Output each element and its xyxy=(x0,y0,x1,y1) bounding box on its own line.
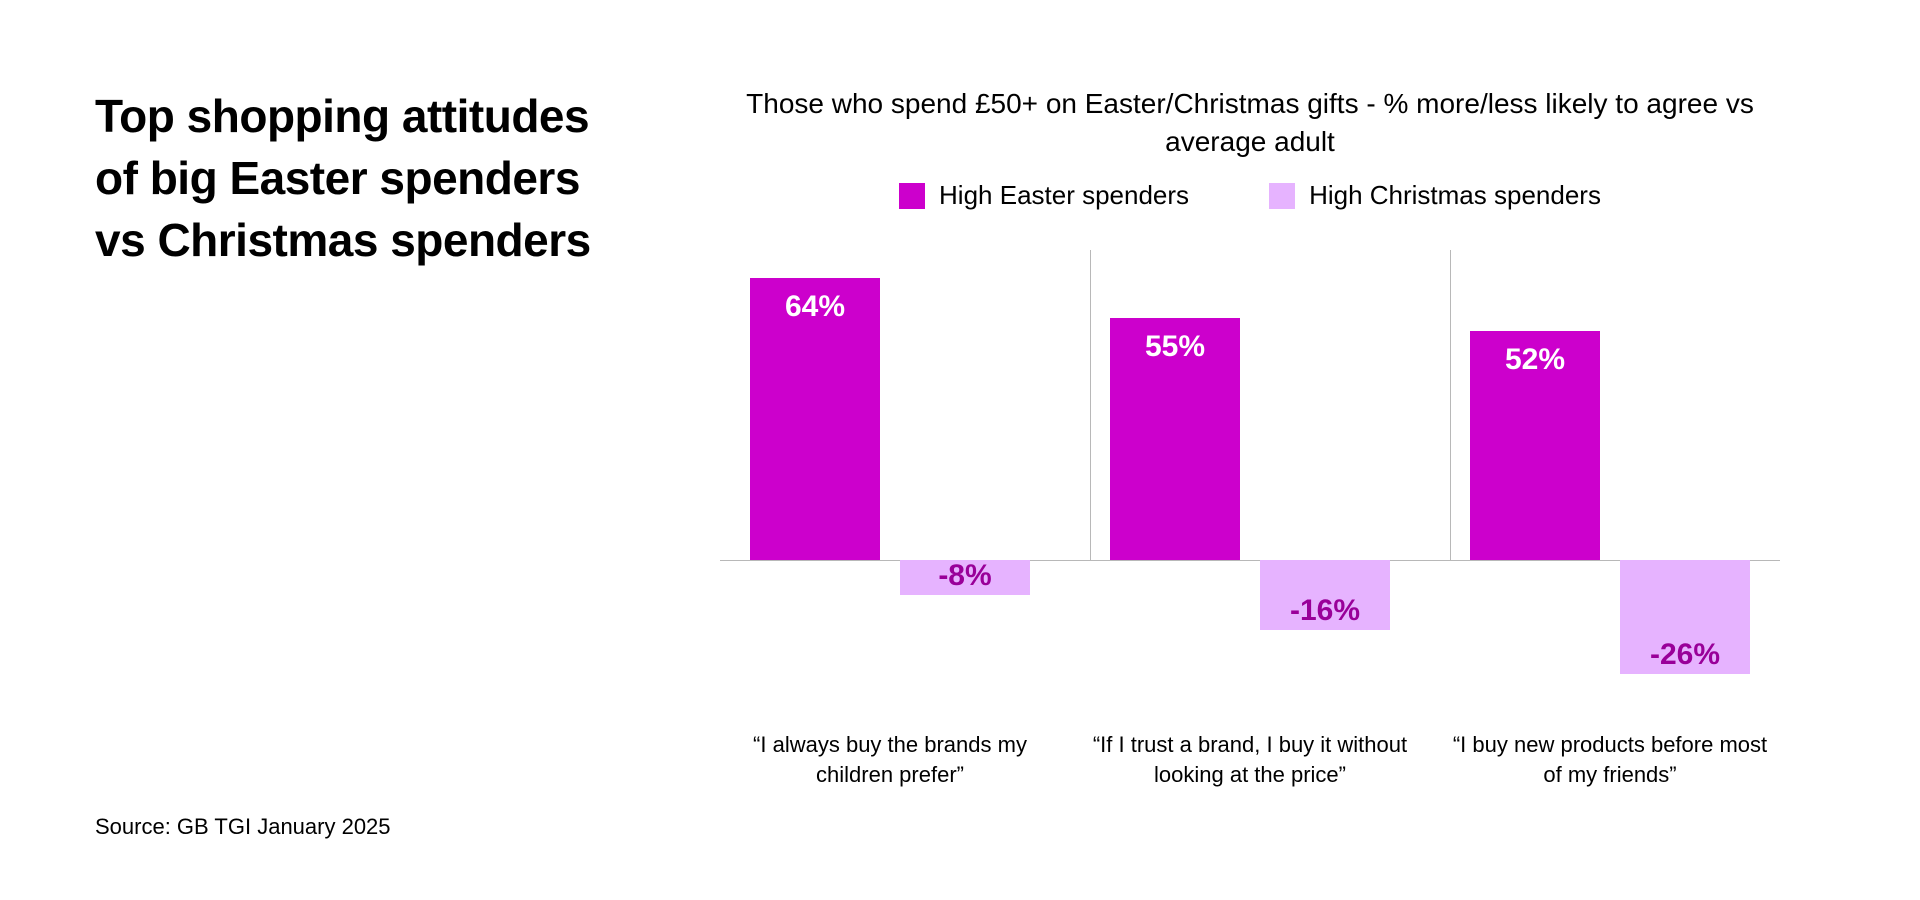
chart-legend: High Easter spenders High Christmas spen… xyxy=(720,180,1780,211)
category-label: “I buy new products before most of my fr… xyxy=(1450,730,1770,789)
chart-title: Those who spend £50+ on Easter/Christmas… xyxy=(720,85,1780,161)
category-label: “If I trust a brand, I buy it without lo… xyxy=(1090,730,1410,789)
legend-item-christmas: High Christmas spenders xyxy=(1269,180,1601,211)
legend-label-christmas: High Christmas spenders xyxy=(1309,180,1601,211)
legend-swatch-christmas xyxy=(1269,183,1295,209)
source-text: Source: GB TGI January 2025 xyxy=(95,814,391,840)
legend-label-easter: High Easter spenders xyxy=(939,180,1189,211)
bar-label-christmas: -8% xyxy=(900,559,1030,593)
headline: Top shopping attitudes of big Easter spe… xyxy=(95,85,635,271)
page: Top shopping attitudes of big Easter spe… xyxy=(0,0,1920,900)
chart-group: 64%-8%“I always buy the brands my childr… xyxy=(750,240,1070,740)
bar-label-easter: 52% xyxy=(1470,343,1600,377)
bar-chart: 64%-8%“I always buy the brands my childr… xyxy=(720,240,1780,740)
legend-swatch-easter xyxy=(899,183,925,209)
legend-item-easter: High Easter spenders xyxy=(899,180,1189,211)
category-label: “I always buy the brands my children pre… xyxy=(730,730,1050,789)
chart-group: 52%-26%“I buy new products before most o… xyxy=(1470,240,1790,740)
bar-label-christmas: -26% xyxy=(1620,638,1750,672)
chart-group: 55%-16%“If I trust a brand, I buy it wit… xyxy=(1110,240,1430,740)
group-divider xyxy=(1090,250,1091,560)
bar-label-easter: 55% xyxy=(1110,330,1240,364)
bar-label-christmas: -16% xyxy=(1260,594,1390,628)
group-divider xyxy=(1450,250,1451,560)
bar-label-easter: 64% xyxy=(750,290,880,324)
